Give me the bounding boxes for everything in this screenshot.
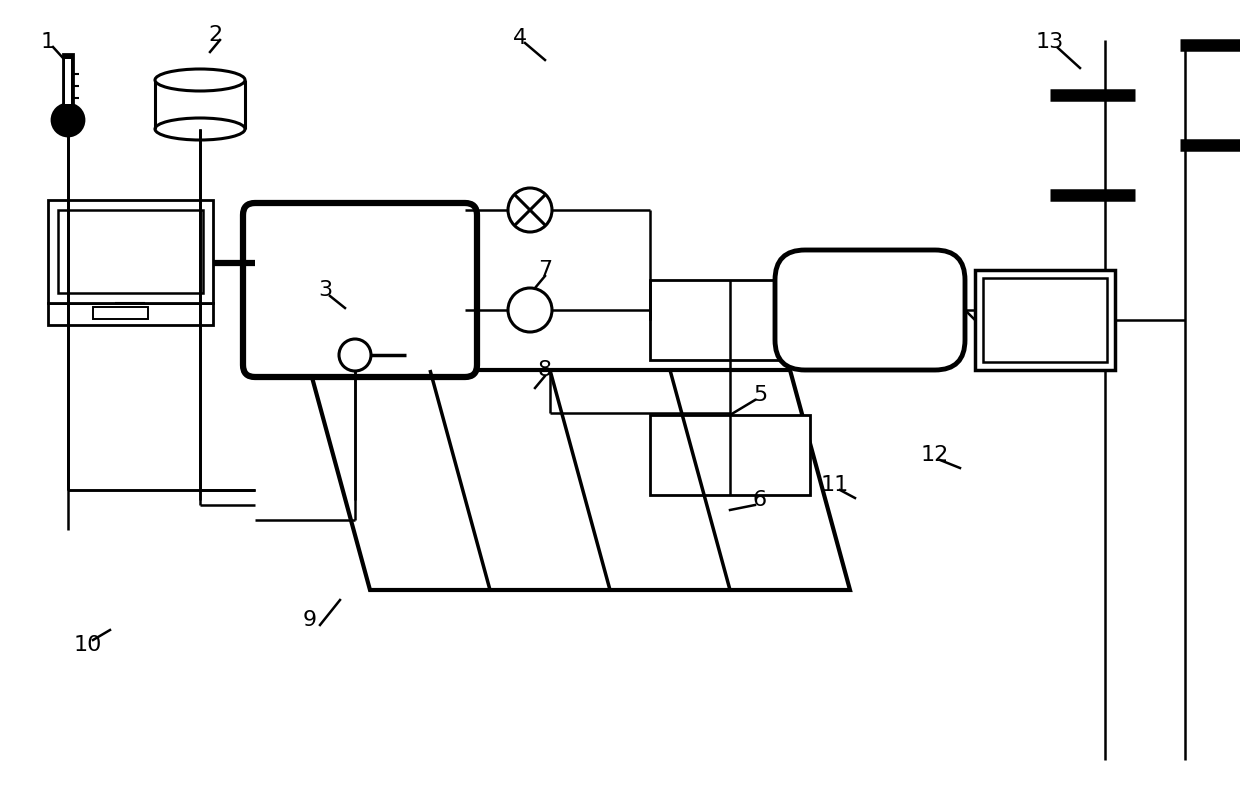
Text: 11: 11: [821, 475, 849, 495]
Circle shape: [508, 288, 552, 332]
Text: 8: 8: [538, 360, 552, 380]
Bar: [63, 54, 73, 109]
Bar: [64, 59, 71, 104]
Circle shape: [52, 104, 84, 136]
Bar: [650, 280, 810, 360]
FancyBboxPatch shape: [775, 250, 965, 370]
Text: 4: 4: [513, 28, 527, 48]
Bar: [93, 307, 148, 319]
Text: 2: 2: [208, 25, 222, 45]
Bar: [48, 303, 213, 325]
Bar: [48, 200, 213, 303]
Ellipse shape: [155, 69, 246, 91]
Text: 12: 12: [921, 445, 949, 465]
Bar: [650, 415, 810, 495]
Bar: [983, 278, 1107, 362]
Bar: [58, 210, 203, 293]
Text: 3: 3: [317, 280, 332, 300]
Text: 1: 1: [41, 32, 55, 52]
FancyBboxPatch shape: [243, 203, 477, 377]
Text: 10: 10: [74, 635, 102, 655]
Text: 6: 6: [753, 490, 768, 510]
Ellipse shape: [155, 118, 246, 140]
Text: 9: 9: [303, 610, 317, 630]
Circle shape: [339, 339, 371, 371]
Circle shape: [508, 188, 552, 232]
Bar: [975, 270, 1115, 370]
Polygon shape: [310, 370, 849, 590]
Text: 5: 5: [753, 385, 768, 405]
Text: 13: 13: [1035, 32, 1064, 52]
Text: 7: 7: [538, 260, 552, 280]
